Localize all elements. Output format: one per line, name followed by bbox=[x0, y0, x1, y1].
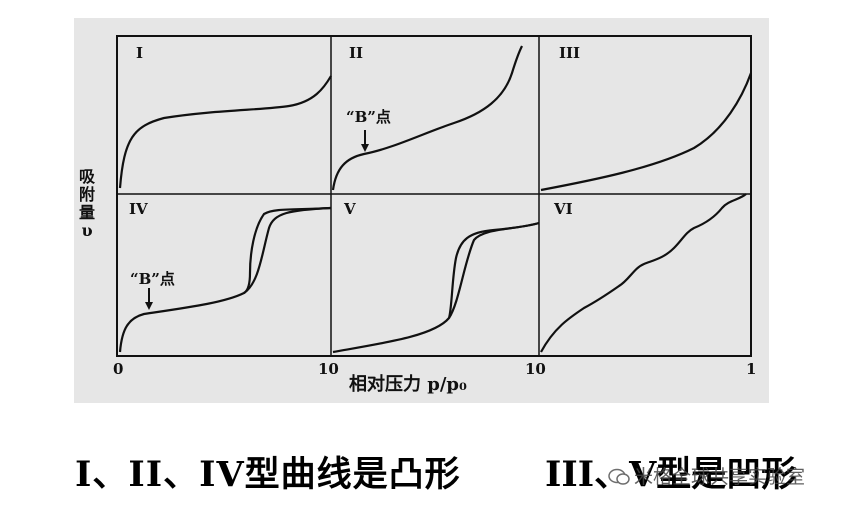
tick-1: 1 bbox=[746, 360, 757, 378]
curve-type-IV-desorption bbox=[243, 206, 332, 294]
panel-label-I: I bbox=[136, 44, 144, 62]
watermark: 米格全球共享实验室 bbox=[608, 462, 805, 489]
panel-label-IV: IV bbox=[129, 200, 148, 218]
panel-label-II: II bbox=[349, 44, 364, 62]
curve-type-V-desorption bbox=[447, 221, 540, 319]
curve-type-II bbox=[331, 45, 523, 191]
isotherm-figure: I II III IV V VI “B”点 “B”点 0 10 10 1 bbox=[74, 18, 769, 403]
panel-label-V: V bbox=[344, 200, 356, 218]
curve-type-IV-adsorption bbox=[118, 206, 332, 353]
curve-type-V-adsorption bbox=[332, 221, 540, 354]
tick-0: 0 bbox=[113, 360, 124, 378]
b-point-arrowhead-IV bbox=[145, 302, 153, 310]
y-axis-label: 吸附量 υ bbox=[78, 167, 95, 240]
panel-label-III: III bbox=[559, 44, 581, 62]
b-point-note-IV: “B”点 bbox=[130, 270, 175, 288]
figure-frame bbox=[116, 35, 752, 357]
watermark-text: 米格全球共享实验室 bbox=[634, 466, 806, 488]
tick-10-b: 10 bbox=[525, 360, 546, 378]
tick-10-a: 10 bbox=[318, 360, 339, 378]
b-point-arrowhead-II bbox=[361, 144, 369, 152]
x-axis-label: 相对压力 p/p₀ bbox=[349, 374, 467, 395]
curve-type-I bbox=[118, 75, 332, 189]
curve-type-III bbox=[540, 72, 753, 192]
caption-concave: III、V型是凹形 bbox=[545, 454, 797, 495]
wechat-icon bbox=[608, 468, 630, 486]
caption-convex: I、II、IV型曲线是凸形 bbox=[75, 454, 461, 495]
panel-label-VI: VI bbox=[554, 200, 573, 218]
b-point-note-II: “B”点 bbox=[346, 108, 391, 126]
isotherm-panels-svg bbox=[116, 35, 753, 357]
curve-type-VI bbox=[540, 193, 747, 353]
